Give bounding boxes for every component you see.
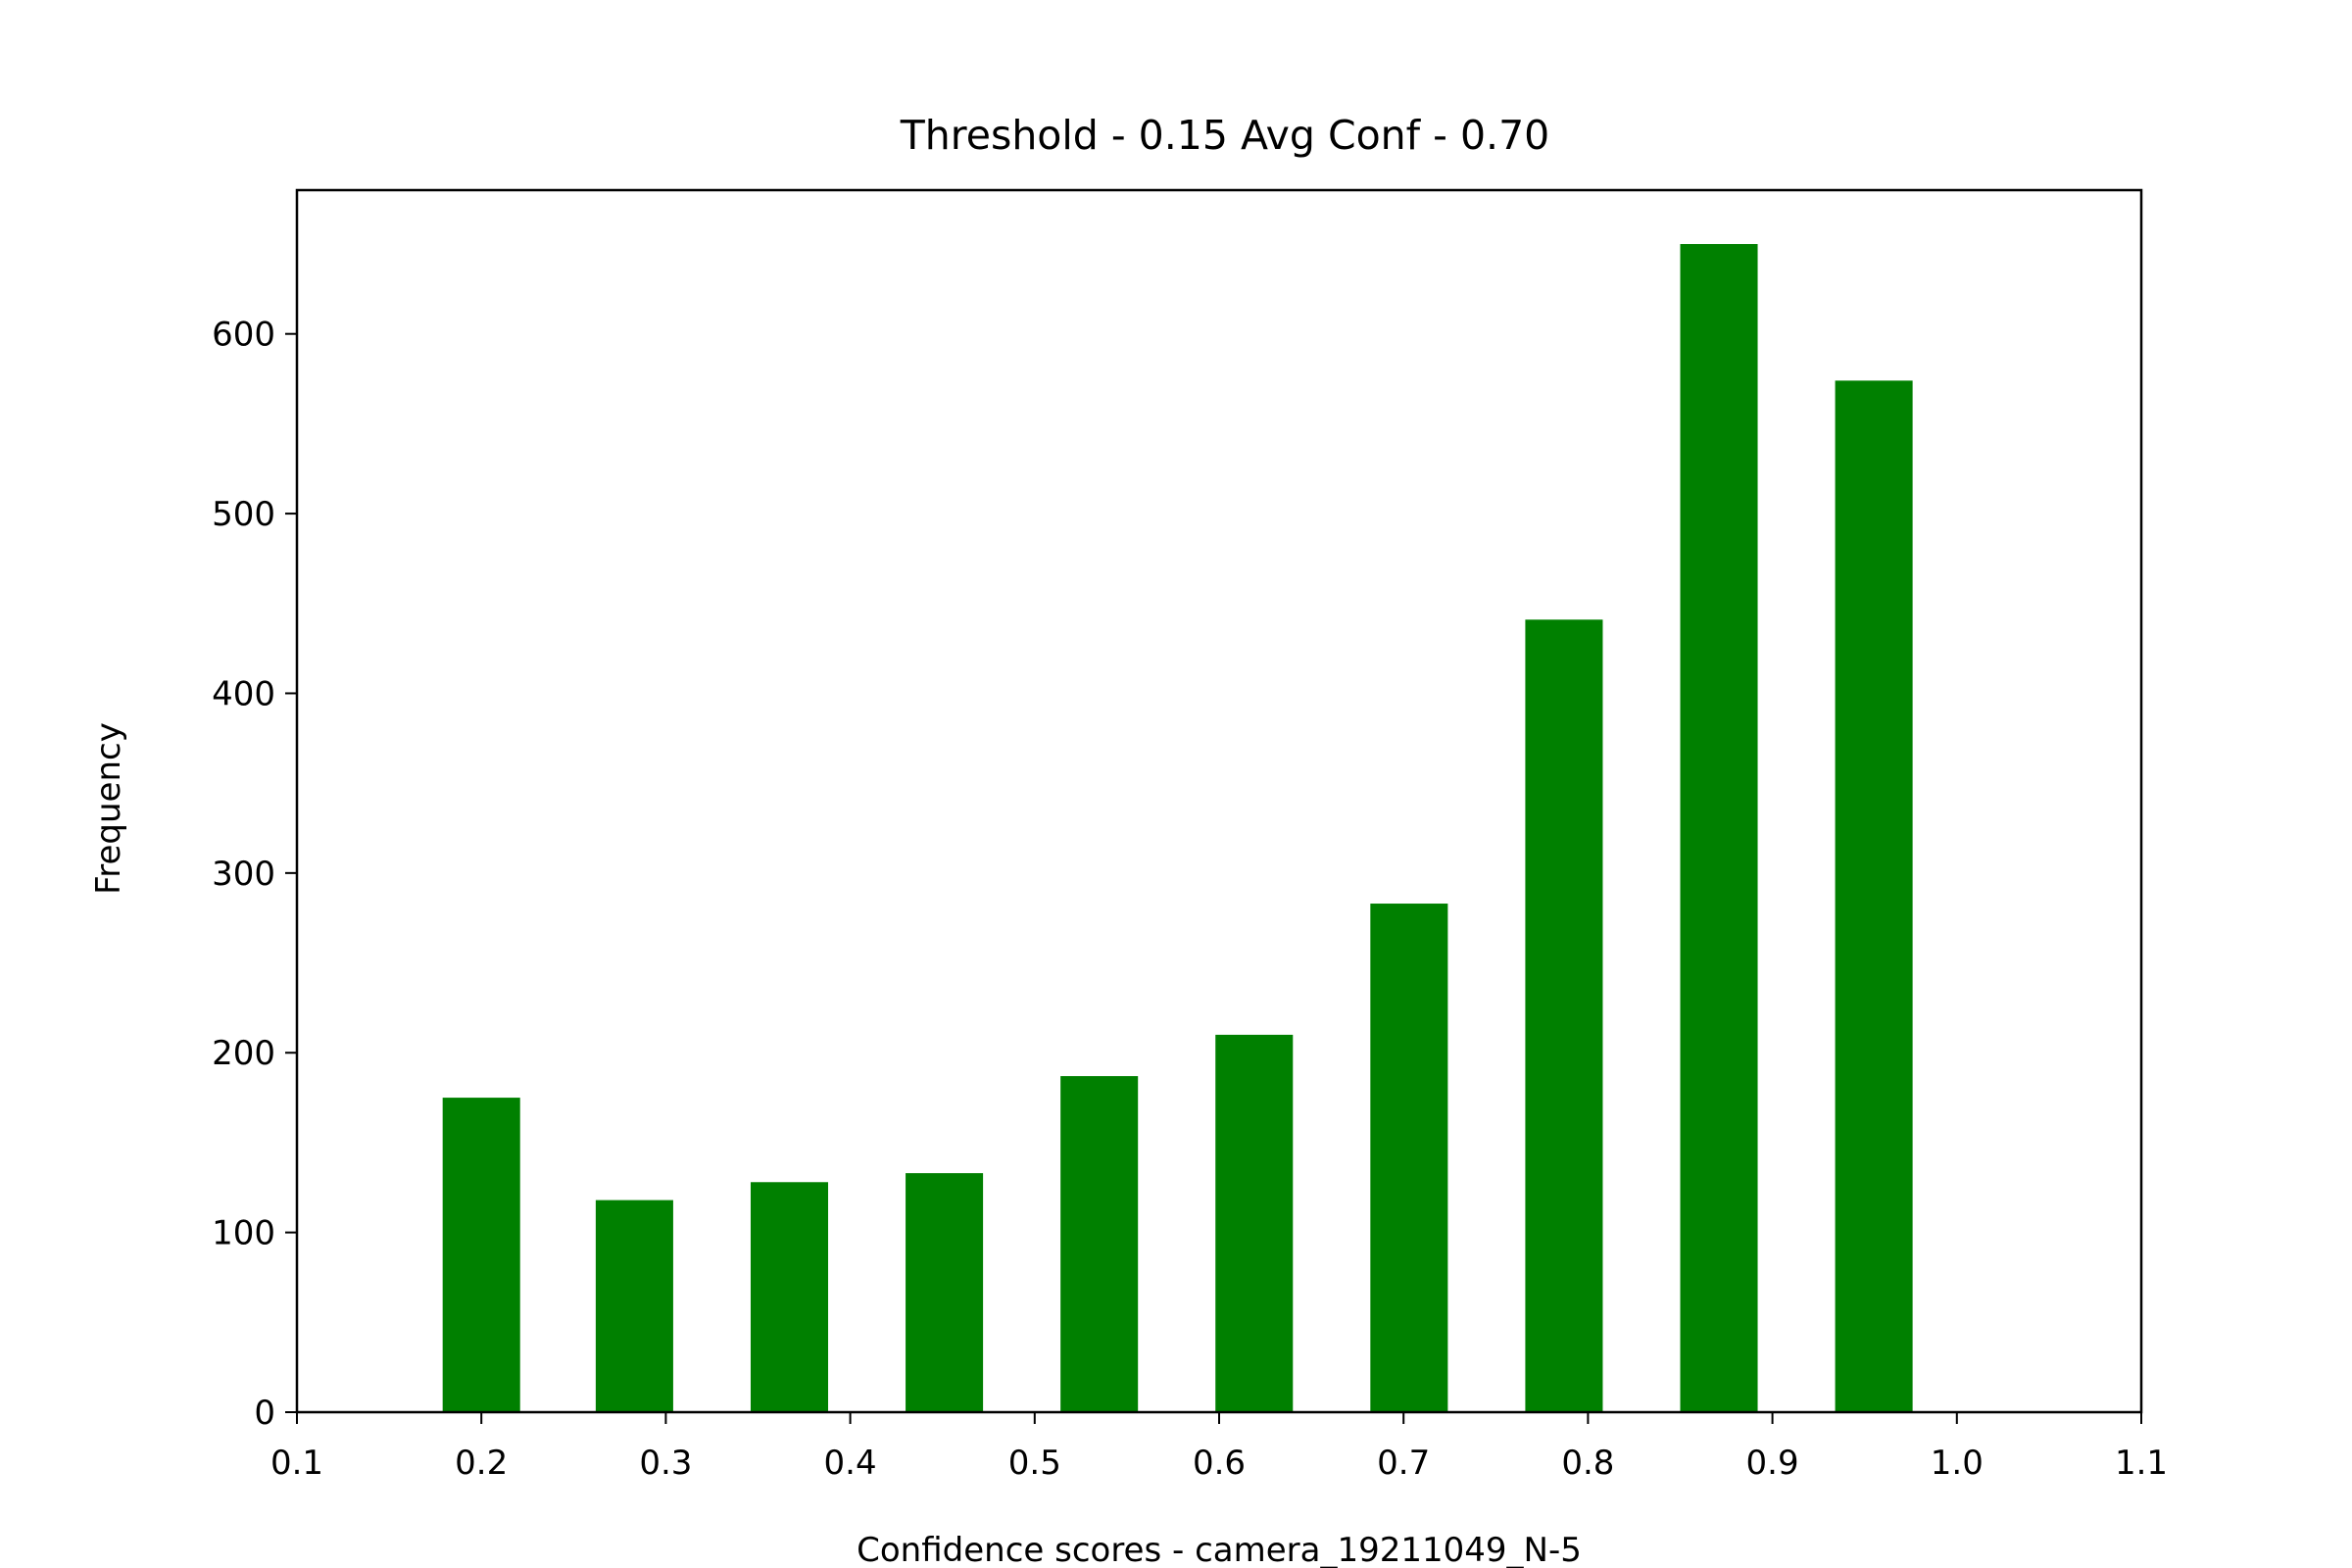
plot-frame — [295, 188, 2143, 1414]
x-tick-label-8: 0.9 — [1746, 1444, 1799, 1483]
x-tick-label-2: 0.3 — [639, 1444, 692, 1483]
bar-8 — [1680, 244, 1758, 1413]
y-tick-label-4: 400 — [212, 674, 275, 713]
x-axis-label: Confidence scores - camera_19211049_N-5 — [857, 1531, 1582, 1568]
x-axis-ticks: 0.1 0.2 0.3 0.4 0.5 0.6 0.7 0.8 0.9 1.0 1.1 — [270, 1412, 2168, 1483]
bar-1 — [595, 1200, 673, 1412]
x-tick-label-5: 0.6 — [1193, 1444, 1246, 1483]
x-tick-label-7: 0.8 — [1561, 1444, 1614, 1483]
x-tick-label-4: 0.5 — [1008, 1444, 1061, 1483]
y-tick-label-6: 600 — [212, 316, 275, 355]
y-tick-label-5: 500 — [212, 495, 275, 534]
bars-group — [442, 244, 1913, 1413]
bar-5 — [1215, 1034, 1294, 1412]
bar-2 — [750, 1182, 829, 1412]
bar-4 — [1060, 1076, 1139, 1412]
chart-title: Threshold - 0.15 Avg Conf - 0.70 — [900, 112, 1550, 159]
x-tick-label-1: 0.2 — [455, 1444, 508, 1483]
x-tick-label-9: 1.0 — [1931, 1444, 1984, 1483]
y-tick-label-2: 200 — [212, 1034, 275, 1073]
bar-3 — [906, 1173, 984, 1412]
x-tick-label-10: 1.1 — [2115, 1444, 2168, 1483]
bar-0 — [442, 1098, 520, 1412]
x-tick-label-3: 0.4 — [824, 1444, 877, 1483]
y-tick-label-0: 0 — [254, 1394, 275, 1433]
x-tick-label-0: 0.1 — [270, 1444, 323, 1483]
bar-7 — [1525, 619, 1603, 1412]
y-axis-ticks: 0 100 200 300 400 500 600 — [212, 316, 297, 1433]
y-axis-label: Frequency — [89, 722, 128, 895]
y-tick-label-3: 300 — [212, 855, 275, 894]
y-tick-label-1: 100 — [212, 1214, 275, 1253]
bar-9 — [1835, 380, 1913, 1413]
bar-6 — [1370, 904, 1448, 1412]
x-tick-label-6: 0.7 — [1377, 1444, 1430, 1483]
